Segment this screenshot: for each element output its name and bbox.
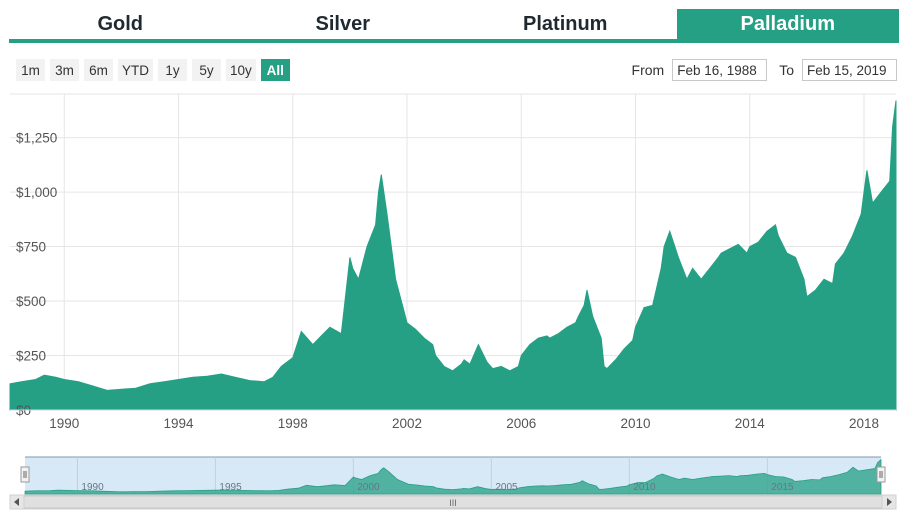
range-10y-button[interactable]: 10y: [226, 59, 256, 81]
x-tick-label: 2006: [506, 416, 536, 431]
y-tick-label: $500: [16, 294, 46, 309]
y-tick-label: $750: [16, 240, 46, 255]
from-date-input[interactable]: [672, 59, 768, 81]
scroll-left-arrow[interactable]: [9, 494, 25, 510]
series-layer: [9, 100, 897, 411]
navigator-tick-label: 2005: [495, 482, 518, 493]
from-label: From: [631, 62, 665, 78]
x-tick-label: 1990: [49, 416, 79, 431]
to-label: To: [779, 62, 794, 78]
x-tick-label: 2018: [849, 416, 879, 431]
y-tick-label: $1,250: [16, 131, 57, 146]
navigator-tick-label: 1990: [81, 482, 104, 493]
tab-gold[interactable]: Gold: [97, 12, 144, 35]
x-axis: 1990 1994 1998 2002 2006 2010 2014 2018: [10, 409, 896, 431]
range-1y-button[interactable]: 1y: [158, 59, 187, 81]
scroll-right-arrow[interactable]: [881, 494, 897, 510]
x-tick-label: 1994: [163, 416, 194, 431]
range-ytd-button[interactable]: YTD: [118, 59, 153, 81]
x-tick-label: 2010: [620, 416, 650, 431]
range-1m-button[interactable]: 1m: [16, 59, 45, 81]
tab-palladium[interactable]: Palladium: [676, 9, 899, 39]
navigator[interactable]: 1990 1995 2000 2005 2010 2015: [20, 456, 886, 495]
scrollbar[interactable]: III: [9, 494, 897, 510]
range-all-button[interactable]: All: [260, 59, 290, 81]
x-tick-label: 1998: [278, 416, 308, 431]
x-tick-label: 2002: [392, 416, 422, 431]
tab-underline: [9, 39, 899, 43]
range-selector: 1m 3m 6m YTD 1y 5y 10y All: [16, 59, 290, 81]
range-5y-button[interactable]: 5y: [192, 59, 221, 81]
y-axis: $0$250$500$750$1,000$1,250: [16, 131, 57, 418]
range-6m-button[interactable]: 6m: [84, 59, 113, 81]
metal-tabs: Gold Silver Platinum Palladium: [9, 9, 899, 39]
navigator-series: [24, 458, 882, 495]
navigator-left-handle[interactable]: [20, 466, 30, 483]
navigator-tick-label: 1995: [219, 482, 242, 493]
range-3m-button[interactable]: 3m: [50, 59, 79, 81]
tab-platinum[interactable]: Platinum: [523, 12, 608, 35]
date-range: From To: [632, 59, 897, 81]
to-date-input[interactable]: [802, 59, 897, 81]
navigator-tick-label: 2010: [633, 482, 656, 493]
tab-silver[interactable]: Silver: [315, 12, 370, 35]
y-tick-label: $1,000: [16, 185, 57, 200]
navigator-tick-label: 2015: [771, 482, 794, 493]
navigator-right-handle[interactable]: [876, 466, 886, 483]
x-tick-label: 2014: [735, 416, 766, 431]
y-tick-label: $250: [16, 349, 46, 364]
price-area: [9, 100, 897, 411]
scrollbar-grip: III: [449, 498, 457, 508]
navigator-tick-label: 2000: [357, 482, 380, 493]
